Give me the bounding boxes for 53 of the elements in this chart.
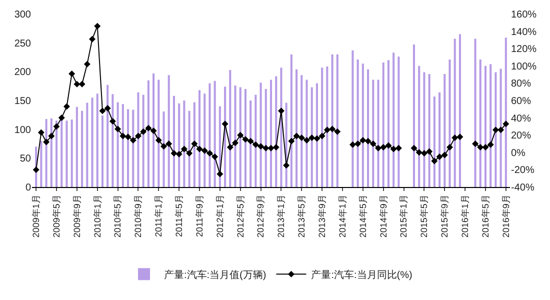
y-tick-label: 0 [25, 182, 32, 194]
y2-tick-label: 140% [511, 26, 537, 38]
y2-tick-label: 100% [511, 61, 537, 72]
legend-label: 产量:汽车:当月同比(%) [311, 269, 412, 282]
y-tick-label: 150 [14, 96, 32, 107]
bar [66, 120, 68, 187]
x-tick-label: 2013年9月 [316, 194, 327, 238]
bar [86, 102, 88, 187]
x-tick-label: 2010年5月 [112, 194, 123, 238]
y-tick-label: 200 [14, 67, 32, 78]
x-tick-label: 2009年1月 [31, 194, 42, 238]
x-tick-label: 2009年9月 [72, 194, 82, 238]
x-tick-label: 2015年9月 [440, 194, 450, 238]
y2-tick-label: 60% [511, 96, 532, 107]
x-tick-label: 2011年5月 [174, 194, 184, 237]
y2-tick-label: -20% [511, 165, 534, 176]
bar [270, 80, 272, 187]
x-tick-label: 2012年5月 [235, 194, 246, 238]
y2-tick-label: 160% [511, 10, 537, 20]
x-tick-label: 2013年5月 [296, 194, 307, 238]
y-tick-label: 100 [14, 124, 32, 136]
x-tick-label: 2010年1月 [92, 194, 102, 238]
bar [96, 94, 98, 187]
y2-tick-label: 40% [511, 113, 532, 124]
x-tick-label: 2012年1月 [214, 194, 225, 238]
bar [91, 98, 94, 187]
y-tick-label: 250 [14, 38, 32, 50]
y-tick-label: 300 [14, 10, 32, 20]
y2-tick-label: -40% [511, 182, 534, 194]
y2-tick-label: 120% [511, 44, 537, 56]
x-tick-label: 2015年5月 [419, 194, 430, 238]
x-tick-label: 2016年1月 [460, 194, 470, 238]
x-tick-label: 2013年1月 [276, 194, 286, 238]
x-tick-label: 2014年9月 [378, 194, 388, 238]
y2-tick-label: 20% [511, 130, 532, 142]
bar [81, 110, 84, 187]
bar [70, 120, 73, 187]
x-tick-label: 2010年9月 [133, 194, 144, 238]
x-tick-label: 2011年9月 [194, 194, 204, 237]
y2-tick-label: 0% [511, 148, 526, 159]
x-tick-label: 2014年1月 [337, 194, 348, 238]
x-tick-label: 2016年9月 [500, 194, 511, 238]
x-tick-label: 2016年5月 [480, 194, 490, 238]
legend-label: 产量:汽车:当月值(万辆) [164, 269, 266, 282]
y2-tick-label: 80% [511, 78, 532, 90]
bar [40, 140, 42, 187]
x-tick-label: 2009年5月 [51, 194, 62, 238]
y-tick-label: 50 [20, 154, 32, 165]
x-tick-label: 2014年5月 [358, 194, 368, 238]
x-tick-label: 2012年9月 [256, 194, 266, 238]
bar [76, 106, 78, 187]
x-tick-label: 2015年1月 [398, 194, 409, 238]
x-tick-label: 2011年1月 [154, 194, 164, 237]
